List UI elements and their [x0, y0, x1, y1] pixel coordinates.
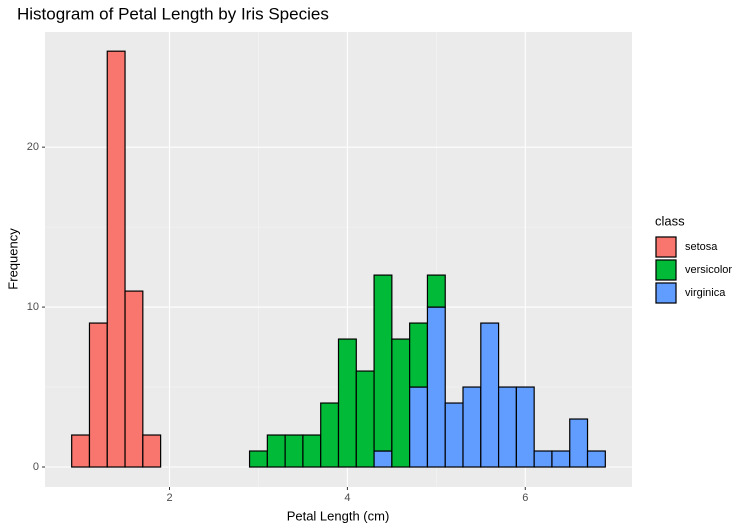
y-tick-label: 10: [27, 301, 39, 313]
bar: [337, 338, 357, 468]
bars: [71, 50, 606, 468]
bar: [71, 434, 91, 468]
bar: [142, 434, 162, 468]
y-tick-label: 0: [33, 461, 39, 473]
legend-swatch: [655, 282, 677, 304]
bar: [373, 274, 393, 452]
bar: [373, 450, 393, 468]
bar: [497, 386, 517, 468]
legend: setosa versicolor virginica: [655, 236, 732, 304]
bar: [409, 386, 429, 468]
x-tick-label: 6: [522, 492, 528, 504]
x-tick-label: 2: [166, 492, 172, 504]
y-axis-label: Frequency: [5, 228, 20, 290]
bar: [248, 450, 268, 468]
bar: [533, 450, 553, 468]
bar: [551, 450, 571, 468]
bar: [426, 306, 446, 468]
bar: [569, 418, 589, 468]
bar: [409, 322, 429, 388]
bar: [284, 434, 304, 468]
bar: [515, 386, 535, 468]
bar: [266, 434, 286, 468]
bar: [462, 386, 482, 468]
bar: [586, 450, 606, 468]
bar: [106, 50, 126, 468]
legend-label: setosa: [685, 241, 718, 253]
bar: [480, 322, 500, 468]
legend-title: class: [655, 213, 685, 228]
chart-title: Histogram of Petal Length by Iris Specie…: [17, 4, 329, 23]
bar: [302, 434, 322, 468]
y-tick-label: 20: [27, 141, 39, 153]
bar: [391, 338, 411, 468]
bar: [355, 370, 375, 468]
legend-swatch: [655, 259, 677, 281]
bar: [88, 322, 108, 468]
x-axis-label: Petal Length (cm): [287, 508, 390, 523]
legend-label: virginica: [685, 287, 726, 299]
bar: [320, 402, 340, 468]
legend-label: versicolor: [685, 264, 732, 276]
bar: [124, 290, 144, 468]
x-tick-label: 4: [344, 492, 350, 504]
legend-swatch: [655, 236, 677, 258]
bar: [426, 274, 446, 308]
bar: [444, 402, 464, 468]
